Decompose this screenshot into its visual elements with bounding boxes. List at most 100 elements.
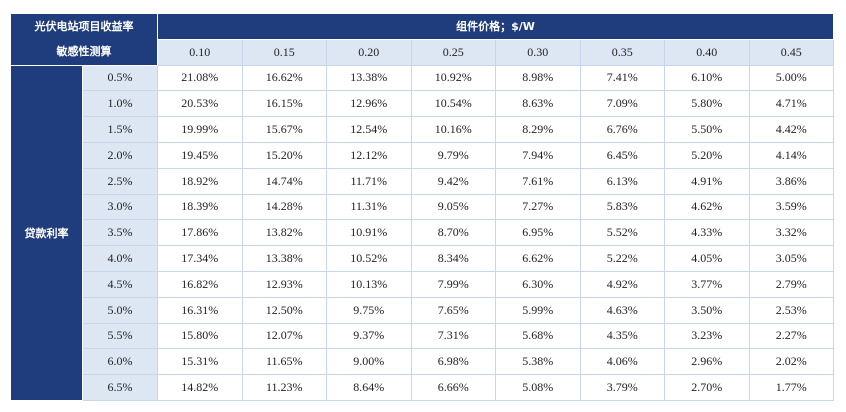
value-cell: 5.08% xyxy=(495,374,581,401)
value-cell: 10.16% xyxy=(410,116,496,143)
value-cell: 11.23% xyxy=(241,374,327,401)
value-cell: 16.62% xyxy=(241,64,327,92)
value-cell: 3.50% xyxy=(664,296,750,324)
value-cell: 8.64% xyxy=(326,374,412,401)
column-label: 0.15 xyxy=(241,38,327,66)
value-cell: 21.08% xyxy=(157,64,243,92)
value-cell: 19.99% xyxy=(157,116,243,143)
value-cell: 4.63% xyxy=(579,296,665,324)
value-cell: 9.00% xyxy=(326,348,412,376)
column-label: 0.10 xyxy=(157,38,243,66)
row: 3.5% 17.86% 13.82% 10.91% 8.70% 6.95% 5.52% 4.3… xyxy=(11,219,835,247)
value-cell: 7.61% xyxy=(495,167,581,195)
rate-label: 1.5% xyxy=(82,116,158,143)
rate-label: 1.0% xyxy=(82,90,158,118)
rate-label: 6.0% xyxy=(82,348,158,376)
value-cell: 10.92% xyxy=(410,64,496,92)
value-cell: 7.09% xyxy=(579,90,665,118)
value-cell: 4.92% xyxy=(579,270,665,298)
value-cell: 14.28% xyxy=(241,193,327,221)
value-cell: 4.05% xyxy=(664,245,750,272)
column-label: 0.20 xyxy=(326,38,412,66)
value-cell: 17.34% xyxy=(157,245,243,272)
value-cell: 3.05% xyxy=(748,245,835,272)
value-cell: 19.45% xyxy=(157,141,243,169)
value-cell: 4.71% xyxy=(748,90,835,118)
value-cell: 5.20% xyxy=(664,141,750,169)
rate-label: 3.0% xyxy=(82,193,158,221)
value-cell: 2.02% xyxy=(748,348,835,376)
value-cell: 8.34% xyxy=(410,245,496,272)
title-line: 光伏电站项目收益率 xyxy=(34,20,134,34)
value-cell: 7.31% xyxy=(410,322,496,350)
value-cell: 3.77% xyxy=(664,270,750,298)
rate-label: 6.5% xyxy=(82,374,158,401)
value-cell: 6.62% xyxy=(495,245,581,272)
value-cell: 4.06% xyxy=(579,348,665,376)
value-cell: 12.07% xyxy=(241,322,327,350)
value-cell: 5.80% xyxy=(664,90,750,118)
value-cell: 12.96% xyxy=(326,90,412,118)
title-cell: 光伏电站项目收益率 敏感性测算 xyxy=(10,13,158,66)
sensitivity-table: 光伏电站项目收益率 敏感性测算 组件价格；$/W 0.10 0.15 0.20 0.25 0.… xyxy=(10,13,835,401)
row: 光伏电站项目收益率 敏感性测算 组件价格；$/W xyxy=(10,13,835,66)
value-cell: 11.65% xyxy=(241,348,327,376)
rate-label: 3.5% xyxy=(82,219,158,247)
rate-label: 4.0% xyxy=(82,245,158,272)
row: 0.10 0.15 0.20 0.25 0.30 0.35 0.40 0.45 xyxy=(11,38,835,66)
value-cell: 12.50% xyxy=(241,296,327,324)
value-cell: 6.95% xyxy=(495,219,581,247)
value-cell: 9.79% xyxy=(410,141,496,169)
value-cell: 5.52% xyxy=(579,219,665,247)
value-cell: 15.67% xyxy=(241,116,327,143)
value-cell: 5.50% xyxy=(664,116,750,143)
value-cell: 12.12% xyxy=(326,141,412,169)
column-label: 0.35 xyxy=(579,38,665,66)
column-label: 0.40 xyxy=(664,38,750,66)
value-cell: 9.37% xyxy=(326,322,412,350)
rate-label: 5.5% xyxy=(82,322,158,350)
value-cell: 3.23% xyxy=(664,322,750,350)
value-cell: 5.83% xyxy=(579,193,665,221)
value-cell: 18.92% xyxy=(157,167,243,195)
value-cell: 7.27% xyxy=(495,193,581,221)
value-cell: 4.62% xyxy=(664,193,750,221)
value-cell: 16.31% xyxy=(157,296,243,324)
row: 5.5% 15.80% 12.07% 9.37% 7.31% 5.68% 4.35% 3.23… xyxy=(11,322,835,350)
value-cell: 8.29% xyxy=(495,116,581,143)
value-cell: 3.32% xyxy=(748,219,835,247)
value-cell: 5.99% xyxy=(495,296,581,324)
value-cell: 12.93% xyxy=(241,270,327,298)
value-cell: 6.45% xyxy=(579,141,665,169)
value-cell: 2.27% xyxy=(748,322,835,350)
value-cell: 18.39% xyxy=(157,193,243,221)
row-header: 贷款利率 xyxy=(10,64,83,401)
rate-label: 5.0% xyxy=(82,296,158,324)
column-label: 0.45 xyxy=(748,38,835,66)
row: 4.5% 16.82% 12.93% 10.13% 7.99% 6.30% 4.92% 3.7… xyxy=(11,270,835,298)
value-cell: 5.38% xyxy=(495,348,581,376)
value-cell: 13.82% xyxy=(241,219,327,247)
row: 2.5% 18.92% 14.74% 11.71% 9.42% 7.61% 6.13% 4.9… xyxy=(11,167,835,195)
value-cell: 4.33% xyxy=(664,219,750,247)
rate-label: 2.0% xyxy=(82,141,158,169)
row: 3.0% 18.39% 14.28% 11.31% 9.05% 7.27% 5.83% 4.6… xyxy=(11,193,835,221)
value-cell: 8.63% xyxy=(495,90,581,118)
row: 1.0% 20.53% 16.15% 12.96% 10.54% 8.63% 7.09% 5.… xyxy=(11,90,835,118)
row: 6.5% 14.82% 11.23% 8.64% 6.66% 5.08% 3.79% 2.70… xyxy=(11,374,835,401)
value-cell: 6.10% xyxy=(664,64,750,92)
value-cell: 14.74% xyxy=(241,167,327,195)
value-cell: 8.70% xyxy=(410,219,496,247)
value-cell: 15.20% xyxy=(241,141,327,169)
value-cell: 6.76% xyxy=(579,116,665,143)
value-cell: 11.31% xyxy=(326,193,412,221)
row: 5.0% 16.31% 12.50% 9.75% 7.65% 5.99% 4.63% 3.50… xyxy=(11,296,835,324)
value-cell: 4.14% xyxy=(748,141,835,169)
value-cell: 6.30% xyxy=(495,270,581,298)
row: 4.0% 17.34% 13.38% 10.52% 8.34% 6.62% 5.22% 4.0… xyxy=(11,245,835,272)
value-cell: 10.52% xyxy=(326,245,412,272)
value-cell: 7.65% xyxy=(410,296,496,324)
value-cell: 9.75% xyxy=(326,296,412,324)
value-cell: 6.66% xyxy=(410,374,496,401)
